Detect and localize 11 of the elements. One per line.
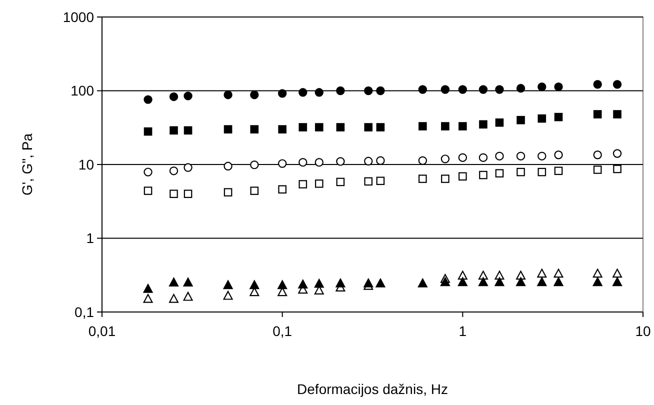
- x-tick-label: 1: [458, 323, 467, 339]
- y-axis-title: G', G", Pa: [19, 133, 35, 196]
- x-axis-title: Deformacijos dažnis, Hz: [297, 381, 448, 397]
- y-tick-label: 10: [78, 156, 94, 172]
- y-tick-label: 0,1: [74, 304, 94, 320]
- y-tick-label: 100: [70, 82, 94, 99]
- y-tick-label: 1: [86, 230, 94, 246]
- x-tick-label: 0,1: [272, 323, 292, 339]
- x-tick-label: 10: [635, 323, 651, 339]
- y-tick-label: 1000: [62, 8, 94, 25]
- x-tick-label: 0,01: [88, 323, 116, 339]
